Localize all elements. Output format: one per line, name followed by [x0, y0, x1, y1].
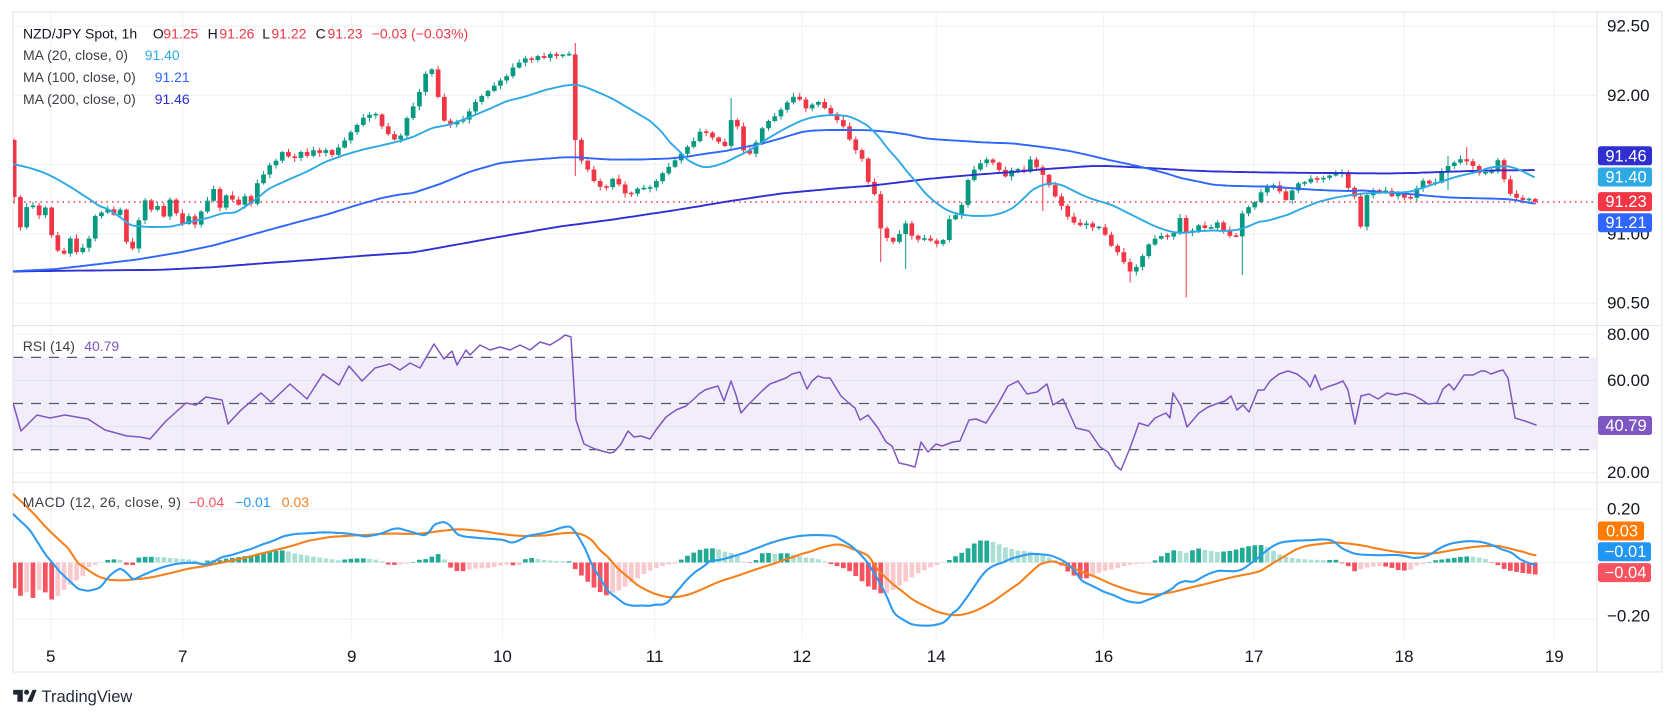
- svg-text:−0.03 (−0.03%): −0.03 (−0.03%): [372, 26, 469, 42]
- svg-text:O: O: [153, 26, 164, 42]
- svg-text:91.25: 91.25: [163, 26, 198, 42]
- svg-text:16: 16: [1094, 647, 1113, 666]
- svg-text:91.21: 91.21: [155, 69, 190, 85]
- svg-text:91.46: 91.46: [155, 91, 190, 107]
- svg-text:−0.04: −0.04: [189, 494, 225, 510]
- svg-text:18: 18: [1395, 647, 1414, 666]
- svg-text:0.03: 0.03: [282, 494, 309, 510]
- svg-text:RSI (14): RSI (14): [23, 338, 75, 354]
- svg-text:14: 14: [927, 647, 946, 666]
- svg-text:20.00: 20.00: [1607, 463, 1650, 482]
- svg-text:7: 7: [178, 647, 187, 666]
- svg-text:5: 5: [46, 647, 55, 666]
- svg-text:C: C: [316, 26, 326, 42]
- svg-text:90.50: 90.50: [1607, 294, 1650, 313]
- svg-text:40.79: 40.79: [84, 338, 119, 354]
- svg-text:92.00: 92.00: [1607, 86, 1650, 105]
- svg-text:MA (200, close, 0): MA (200, close, 0): [23, 91, 136, 107]
- svg-text:−0.20: −0.20: [1607, 606, 1650, 625]
- svg-text:−0.04: −0.04: [1605, 564, 1647, 582]
- svg-text:19: 19: [1545, 647, 1564, 666]
- svg-text:91.21: 91.21: [1605, 214, 1646, 232]
- svg-text:92.50: 92.50: [1607, 17, 1650, 36]
- svg-text:91.26: 91.26: [219, 26, 254, 42]
- svg-text:TradingView: TradingView: [42, 688, 133, 706]
- svg-text:60.00: 60.00: [1607, 371, 1650, 390]
- svg-text:91.23: 91.23: [328, 26, 363, 42]
- svg-text:17: 17: [1244, 647, 1263, 666]
- svg-text:10: 10: [493, 647, 512, 666]
- svg-text:12: 12: [792, 647, 811, 666]
- svg-text:MA (100, close, 0): MA (100, close, 0): [23, 69, 136, 85]
- svg-text:NZD/JPY Spot, 1h: NZD/JPY Spot, 1h: [23, 26, 137, 42]
- svg-text:91.40: 91.40: [1605, 169, 1646, 187]
- svg-text:−0.01: −0.01: [235, 494, 271, 510]
- svg-text:−0.01: −0.01: [1605, 543, 1647, 561]
- svg-text:MACD (12, 26, close, 9): MACD (12, 26, close, 9): [23, 494, 182, 510]
- svg-text:91.22: 91.22: [271, 26, 306, 42]
- svg-text:80.00: 80.00: [1607, 325, 1650, 344]
- svg-text:11: 11: [646, 647, 664, 666]
- svg-text:0.20: 0.20: [1607, 500, 1640, 519]
- svg-text:91.46: 91.46: [1605, 147, 1646, 165]
- svg-text:L: L: [262, 26, 270, 42]
- svg-text:9: 9: [347, 647, 356, 666]
- svg-text:0.03: 0.03: [1606, 523, 1638, 541]
- svg-text:MA (20, close, 0): MA (20, close, 0): [23, 47, 128, 63]
- svg-text:H: H: [208, 26, 218, 42]
- svg-text:40.79: 40.79: [1605, 417, 1646, 435]
- svg-text:91.23: 91.23: [1605, 193, 1646, 211]
- svg-text:91.40: 91.40: [145, 47, 180, 63]
